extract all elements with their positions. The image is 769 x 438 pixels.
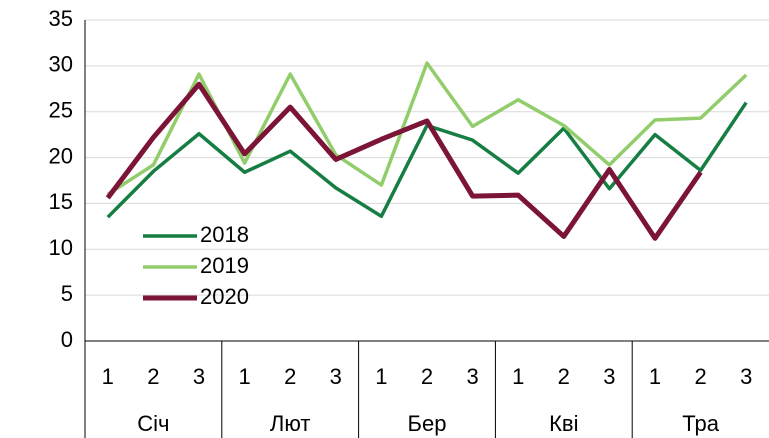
x-group-label: Січ xyxy=(137,411,169,436)
x-tick-label: 3 xyxy=(193,364,205,389)
x-group-label: Лют xyxy=(270,411,311,436)
x-tick-label: 1 xyxy=(238,364,250,389)
x-tick-label: 3 xyxy=(466,364,478,389)
y-tick-label: 35 xyxy=(49,6,73,31)
x-tick-label: 2 xyxy=(284,364,296,389)
legend-label: 2019 xyxy=(200,253,249,278)
legend-label: 2018 xyxy=(200,222,249,247)
x-tick-label: 1 xyxy=(512,364,524,389)
y-tick-label: 5 xyxy=(61,281,73,306)
x-tick-label: 3 xyxy=(603,364,615,389)
x-tick-label: 1 xyxy=(102,364,114,389)
series-line xyxy=(105,81,703,241)
x-tick-label: 1 xyxy=(649,364,661,389)
y-tick-label: 20 xyxy=(49,143,73,168)
x-tick-label: 2 xyxy=(694,364,706,389)
legend-label: 2020 xyxy=(200,284,249,309)
x-tick-label: 3 xyxy=(740,364,752,389)
x-tick-label: 2 xyxy=(147,364,159,389)
x-tick-label: 3 xyxy=(330,364,342,389)
y-tick-label: 10 xyxy=(49,235,73,260)
x-group-label: Кві xyxy=(549,411,578,436)
y-tick-label: 0 xyxy=(61,327,73,352)
y-tick-label: 25 xyxy=(49,98,73,123)
x-group-label: Тра xyxy=(682,411,719,436)
x-tick-label: 1 xyxy=(375,364,387,389)
y-tick-label: 15 xyxy=(49,189,73,214)
x-group-label: Бер xyxy=(408,411,447,436)
y-tick-label: 30 xyxy=(49,52,73,77)
x-tick-label: 2 xyxy=(421,364,433,389)
x-tick-label: 2 xyxy=(558,364,570,389)
